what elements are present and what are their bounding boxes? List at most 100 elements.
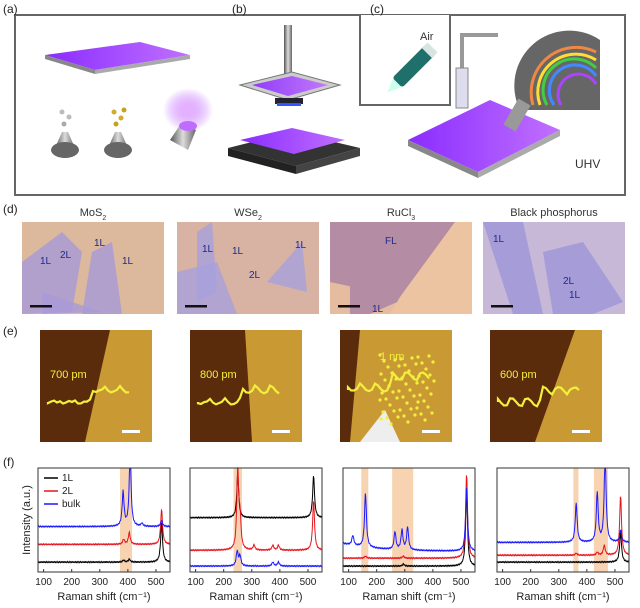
- particle: [427, 354, 431, 358]
- series-line-bulk: [189, 549, 323, 568]
- particle: [389, 422, 393, 426]
- substrate: [45, 42, 190, 70]
- layer-label: 1L: [232, 246, 244, 257]
- particle: [406, 420, 410, 424]
- particle: [431, 360, 435, 364]
- plot-frame: [496, 467, 630, 573]
- particle: [384, 397, 388, 401]
- y-axis-label: Intensity (a.u.): [21, 485, 33, 555]
- flake: [42, 292, 102, 314]
- raman-charts: 100 200 300 400 500 Raman shift (cm⁻¹) Intensi…: [21, 466, 630, 603]
- air-box: [359, 15, 451, 106]
- optical-image-2: WSe2 1L 1L 1L 2L: [177, 207, 319, 314]
- layer-label: 1L: [94, 238, 106, 249]
- scale-bar: [491, 305, 513, 308]
- x-tick-label: 200: [368, 577, 385, 588]
- highlight-band: [233, 468, 242, 572]
- particle: [428, 373, 432, 377]
- series-line-1L: [496, 532, 629, 564]
- x-tick-label: 400: [579, 577, 596, 588]
- optical-image-4: Black phosphorus 1L 2L 1L: [483, 207, 625, 314]
- frame: [14, 14, 626, 196]
- particle: [407, 369, 411, 373]
- particle: [404, 382, 408, 386]
- material-title: RuCl3: [387, 207, 415, 222]
- x-tick-label: 200: [63, 577, 80, 588]
- particle: [378, 353, 382, 357]
- particle: [409, 407, 413, 411]
- label-a: (a): [3, 2, 18, 16]
- layer-label: 2L: [249, 270, 261, 281]
- material-title: WSe2: [234, 207, 262, 222]
- height-label: 800 pm: [200, 369, 237, 381]
- layer-label: 1L: [40, 256, 52, 267]
- legend-entry: 1L: [62, 473, 74, 484]
- flake: [350, 282, 420, 314]
- series-line-bulk: [342, 488, 476, 553]
- scale-bar: [338, 305, 360, 308]
- x-tick-label: 100: [187, 577, 204, 588]
- particle: [397, 389, 401, 393]
- substrate-region: [40, 330, 110, 442]
- particle: [422, 399, 426, 403]
- plot-frame: [342, 467, 476, 573]
- particle: [379, 417, 383, 421]
- particle: [387, 384, 391, 388]
- x-tick-label: 400: [272, 577, 289, 588]
- scale-bar: [272, 430, 290, 433]
- x-tick-label: 500: [300, 577, 317, 588]
- scale-bar: [30, 305, 52, 308]
- particle: [426, 405, 430, 409]
- plot-frame: [37, 467, 171, 573]
- x-tick-label: 400: [120, 577, 137, 588]
- particle: [390, 371, 394, 375]
- scale-bar: [422, 430, 440, 433]
- label-e: (e): [3, 324, 18, 338]
- particle: [399, 357, 403, 361]
- layer-label: 2L: [60, 250, 72, 261]
- particle: [405, 401, 409, 405]
- particle: [380, 391, 384, 395]
- height-label: 700 pm: [50, 369, 87, 381]
- particle: [429, 392, 433, 396]
- x-tick-label: 300: [550, 577, 567, 588]
- particle: [403, 363, 407, 367]
- panel-abc: (a) (b) (c) Air: [3, 2, 626, 196]
- layer-label: 1L: [493, 234, 505, 245]
- source-cone-2: [104, 107, 132, 158]
- height-profile: [346, 370, 430, 393]
- layer-label: 1L: [202, 244, 214, 255]
- layer-label: FL: [385, 236, 397, 247]
- particle: [411, 375, 415, 379]
- height-profile: [496, 385, 580, 408]
- scale-bar: [572, 430, 590, 433]
- layer-label: 1L: [122, 256, 134, 267]
- series-line-2L: [37, 508, 171, 546]
- particle: [398, 408, 402, 412]
- particle: [412, 394, 416, 398]
- particle: [383, 378, 387, 382]
- particle: [413, 413, 417, 417]
- particle: [402, 414, 406, 418]
- substrate-region: [490, 330, 575, 442]
- plot-frame: [189, 467, 323, 573]
- particle: [408, 388, 412, 392]
- flake: [22, 232, 82, 314]
- series-line-1L: [342, 492, 475, 568]
- particle: [382, 359, 386, 363]
- flake: [82, 242, 122, 314]
- series-line-2L: [189, 466, 323, 552]
- particle: [424, 367, 428, 371]
- flake: [543, 242, 623, 314]
- particle: [423, 418, 427, 422]
- particle: [401, 395, 405, 399]
- particle: [394, 377, 398, 381]
- particle: [430, 411, 434, 415]
- series-line-bulk: [496, 467, 630, 544]
- layer-label: 1L: [372, 304, 384, 315]
- scale-bar: [185, 305, 207, 308]
- layer-label: 2L: [563, 276, 575, 287]
- x-tick-label: 500: [148, 577, 165, 588]
- particle: [397, 364, 401, 368]
- scale-bar: [122, 430, 140, 433]
